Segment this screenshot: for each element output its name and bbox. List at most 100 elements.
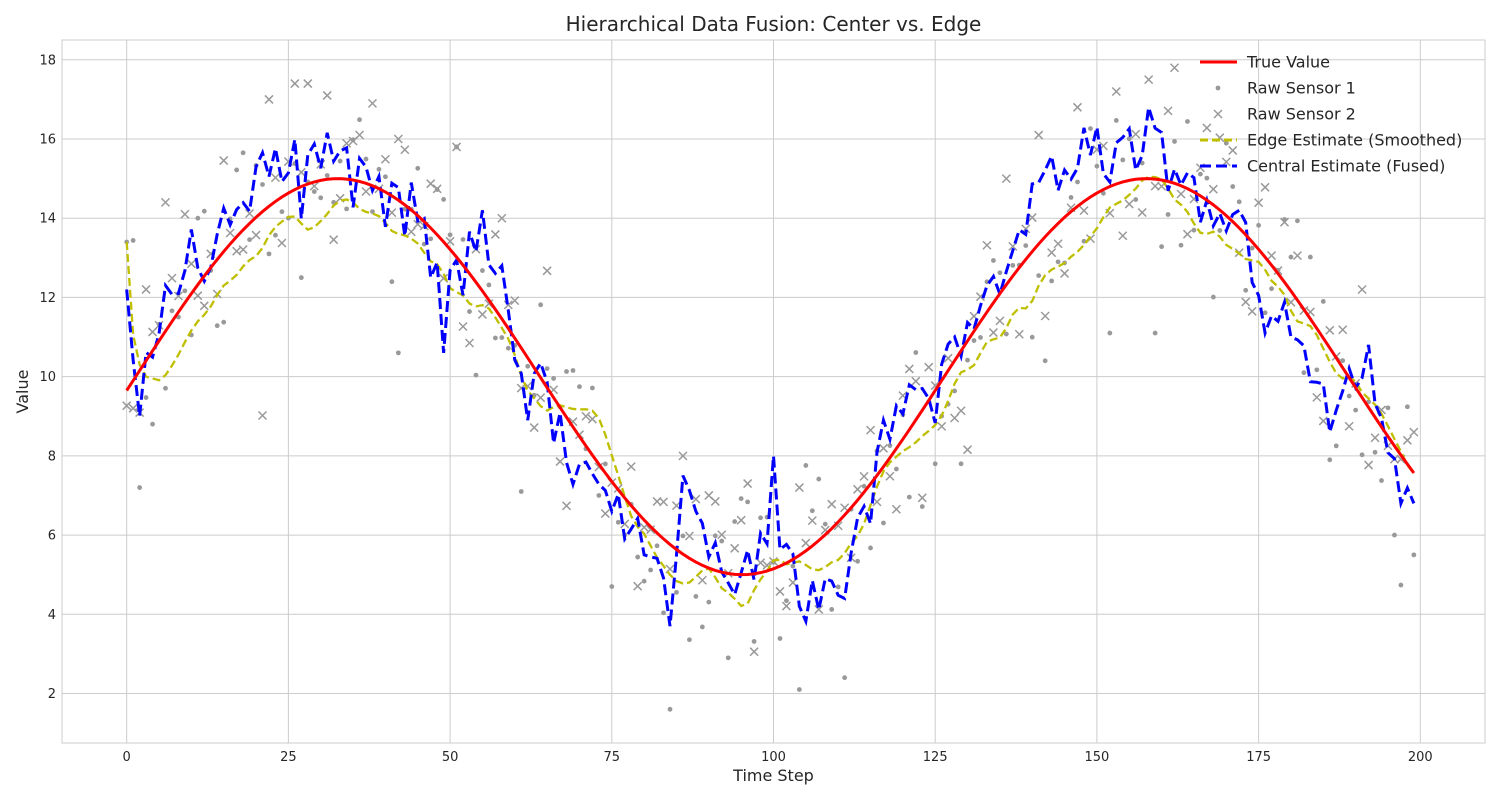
raw-sensor-1-point: [1010, 262, 1016, 268]
raw-sensor-1-point: [1243, 287, 1249, 293]
raw-sensor-1-point: [1210, 294, 1216, 300]
raw-sensor-2-point: [807, 516, 817, 526]
raw-sensor-1-point: [881, 520, 886, 526]
raw-sensor-2-point: [257, 410, 268, 421]
raw-sensor-1-point: [499, 335, 505, 340]
raw-sensor-2-point: [1079, 206, 1089, 216]
y-tick-label: 4: [48, 608, 56, 623]
raw-sensor-2-point: [458, 321, 468, 332]
y-tick-label: 18: [39, 53, 56, 68]
raw-sensor-2-point: [290, 79, 300, 89]
raw-sensor-1-point: [1191, 227, 1197, 233]
raw-sensor-1-point: [738, 496, 744, 501]
raw-sensor-2-point: [730, 543, 740, 553]
raw-sensor-2-point: [1014, 329, 1024, 339]
raw-sensor-1-point: [822, 521, 828, 527]
raw-sensor-1-point: [1223, 140, 1229, 146]
raw-sensor-1-point: [958, 461, 964, 467]
raw-sensor-2-point: [697, 575, 707, 585]
y-tick-label: 6: [48, 529, 56, 544]
raw-sensor-2-point: [814, 604, 824, 614]
raw-sensor-1-point: [137, 485, 143, 490]
raw-sensor-1-point: [648, 567, 654, 573]
raw-sensor-2-point: [232, 246, 242, 256]
raw-sensor-2-point: [1072, 102, 1083, 112]
raw-sensor-2-point: [413, 219, 423, 229]
raw-sensor-2-point: [665, 564, 675, 574]
raw-sensor-2-point: [1364, 460, 1374, 470]
raw-sensor-2-point: [445, 236, 455, 246]
raw-sensor-2-point: [355, 130, 365, 140]
raw-sensor-2-point: [1182, 229, 1192, 239]
raw-sensor-2-series: [122, 63, 1419, 657]
raw-sensor-2-point: [1402, 435, 1412, 445]
raw-sensor-2-point: [917, 493, 927, 503]
raw-sensor-2-point: [1241, 297, 1251, 307]
raw-sensor-2-point: [801, 538, 811, 548]
raw-sensor-1-point: [1372, 449, 1378, 455]
raw-sensor-2-point: [1047, 248, 1057, 258]
raw-sensor-1-point: [952, 388, 958, 394]
y-tick-label: 8: [48, 449, 56, 464]
raw-sensor-2-point: [477, 309, 487, 319]
raw-sensor-1-point: [919, 504, 925, 509]
raw-sensor-1-point: [163, 385, 168, 391]
raw-sensor-1-point: [732, 519, 738, 524]
raw-sensor-2-point: [490, 229, 500, 239]
raw-sensor-2-point: [1344, 421, 1354, 431]
raw-sensor-2-point: [167, 273, 177, 283]
raw-sensor-2-point: [775, 586, 785, 596]
raw-sensor-1-point: [1398, 582, 1404, 588]
raw-sensor-1-point: [311, 189, 317, 194]
raw-sensor-2-point: [1312, 392, 1322, 402]
raw-sensor-2-point: [536, 393, 546, 403]
raw-sensor-1-point: [868, 545, 873, 551]
raw-sensor-1-point: [363, 156, 369, 162]
raw-sensor-2-point: [581, 411, 591, 421]
raw-sensor-2-point: [1169, 63, 1180, 73]
raw-sensor-1-series: [124, 112, 1417, 712]
raw-sensor-1-point: [602, 461, 608, 467]
raw-sensor-1-point: [1307, 254, 1313, 260]
grid-layer: [62, 40, 1485, 743]
raw-sensor-1-point: [1236, 199, 1242, 205]
raw-sensor-1-point: [492, 335, 498, 341]
raw-sensor-1-point: [143, 395, 149, 400]
raw-sensor-2-point: [1163, 106, 1173, 116]
raw-sensor-1-point: [298, 275, 304, 281]
x-tick-label: 50: [442, 750, 459, 765]
raw-sensor-1-point: [589, 385, 595, 391]
raw-sensor-1-point: [201, 208, 207, 214]
raw-sensor-1-point: [1262, 310, 1268, 316]
raw-sensor-2-point: [1254, 198, 1264, 208]
raw-sensor-1-point: [1068, 195, 1074, 200]
y-tick-label: 14: [39, 212, 56, 227]
raw-sensor-2-point: [277, 238, 287, 248]
raw-sensor-1-point: [1198, 171, 1203, 177]
raw-sensor-2-point: [128, 403, 138, 413]
raw-sensor-1-point: [344, 206, 349, 212]
raw-sensor-1-point: [842, 675, 848, 681]
raw-sensor-1-point: [1029, 334, 1035, 340]
raw-sensor-1-point: [1353, 407, 1359, 413]
raw-sensor-2-point: [684, 531, 694, 541]
raw-sensor-2-point: [238, 245, 248, 255]
raw-sensor-1-point: [570, 368, 576, 373]
raw-sensor-2-point: [1060, 268, 1070, 278]
raw-sensor-2-point: [963, 445, 973, 455]
raw-sensor-2-point: [303, 79, 313, 89]
raw-sensor-2-point: [1137, 207, 1147, 218]
raw-sensor-2-point: [186, 259, 196, 269]
raw-sensor-1-point: [324, 173, 330, 178]
raw-sensor-2-point: [270, 173, 280, 183]
legend-label: Raw Sensor 2: [1247, 105, 1356, 124]
raw-sensor-1-point: [725, 655, 731, 661]
raw-sensor-2-point: [1001, 174, 1011, 184]
raw-sensor-2-point: [872, 497, 882, 507]
raw-sensor-1-point: [266, 251, 272, 257]
y-tick-label: 16: [39, 133, 56, 148]
raw-sensor-1-point: [913, 350, 919, 355]
raw-sensor-1-point: [1269, 286, 1274, 292]
raw-sensor-1-point: [712, 533, 718, 539]
raw-sensor-1-point: [796, 687, 802, 692]
